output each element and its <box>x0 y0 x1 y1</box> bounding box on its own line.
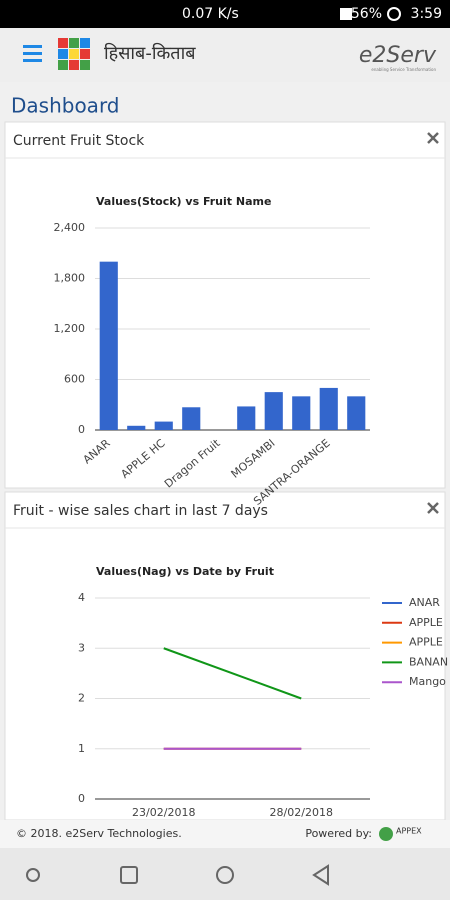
close-button[interactable] <box>427 502 439 514</box>
bar <box>292 396 311 430</box>
bar <box>182 407 201 430</box>
y-tick-label: 0 <box>78 792 85 805</box>
clock: 3:59 <box>411 6 442 22</box>
y-tick-label: 2,400 <box>54 221 86 234</box>
menu-button[interactable] <box>23 45 42 62</box>
y-tick-label: 1,200 <box>54 322 86 335</box>
bar <box>319 387 338 430</box>
nav-square[interactable] <box>120 866 138 884</box>
legend-label: APPLE <box>409 616 443 629</box>
footer <box>0 820 450 848</box>
y-tick-label: 600 <box>64 373 85 386</box>
panel <box>4 121 446 489</box>
nav-bar <box>0 848 450 900</box>
legend-label: ANAR <box>409 596 440 609</box>
line-series <box>163 647 302 700</box>
app-logo <box>58 38 90 70</box>
chart-title: Values(Stock) vs Fruit Name <box>96 195 271 208</box>
brand-tagline: enabling Service Transformation <box>371 67 436 72</box>
y-tick-label: 2 <box>78 692 85 705</box>
app-title: हिसाब-किताब <box>104 42 196 64</box>
powered-by: Powered by: <box>305 827 372 840</box>
copyright: © 2018. e2Serv Technologies. <box>16 827 182 840</box>
signal-icon <box>340 8 352 20</box>
bar <box>127 425 146 430</box>
y-tick-label: 0 <box>78 423 85 436</box>
status-bar <box>0 0 450 28</box>
panel-title: Fruit - wise sales chart in last 7 days <box>13 503 268 519</box>
y-tick-label: 1,800 <box>54 272 86 285</box>
legend-label: BANAN <box>409 655 448 668</box>
net-speed: 0.07 K/s <box>182 6 239 22</box>
battery: 56% <box>351 6 382 22</box>
legend-label: Mango <box>409 675 446 688</box>
bar <box>99 261 118 430</box>
bar <box>237 406 256 430</box>
cube-cell <box>69 60 79 70</box>
bar <box>264 392 283 430</box>
cube-cell <box>58 60 68 70</box>
close-button[interactable] <box>427 132 439 144</box>
x-tick-label: 23/02/2018 <box>132 806 195 819</box>
legend-label: APPLE <box>409 636 443 649</box>
menu-line <box>23 45 42 48</box>
y-tick-label: 4 <box>78 591 85 604</box>
x-tick-label: 28/02/2018 <box>270 806 333 819</box>
cube-cell <box>58 49 68 59</box>
page-title: Dashboard <box>11 94 120 118</box>
nav-home[interactable] <box>216 866 234 884</box>
cube-cell <box>58 38 68 48</box>
y-tick-label: 1 <box>78 742 85 755</box>
appex-logo <box>379 827 393 841</box>
panel-title: Current Fruit Stock <box>13 133 145 149</box>
y-tick-label: 3 <box>78 641 85 654</box>
cube-cell <box>80 49 90 59</box>
bar <box>154 421 173 430</box>
appex-name: APPEX <box>396 827 422 836</box>
chart-title: Values(Nag) vs Date by Fruit <box>96 565 274 578</box>
battery-icon <box>387 7 401 21</box>
panel <box>4 491 446 821</box>
cube-cell <box>80 38 90 48</box>
nav-recent[interactable] <box>26 868 40 882</box>
menu-line <box>23 52 42 55</box>
brand-logo: e2Serv <box>359 43 437 68</box>
cube-cell <box>69 38 79 48</box>
menu-line <box>23 59 42 62</box>
cube-cell <box>80 60 90 70</box>
cube-cell <box>69 49 79 59</box>
bar <box>347 396 366 430</box>
nav-back[interactable] <box>312 864 329 886</box>
